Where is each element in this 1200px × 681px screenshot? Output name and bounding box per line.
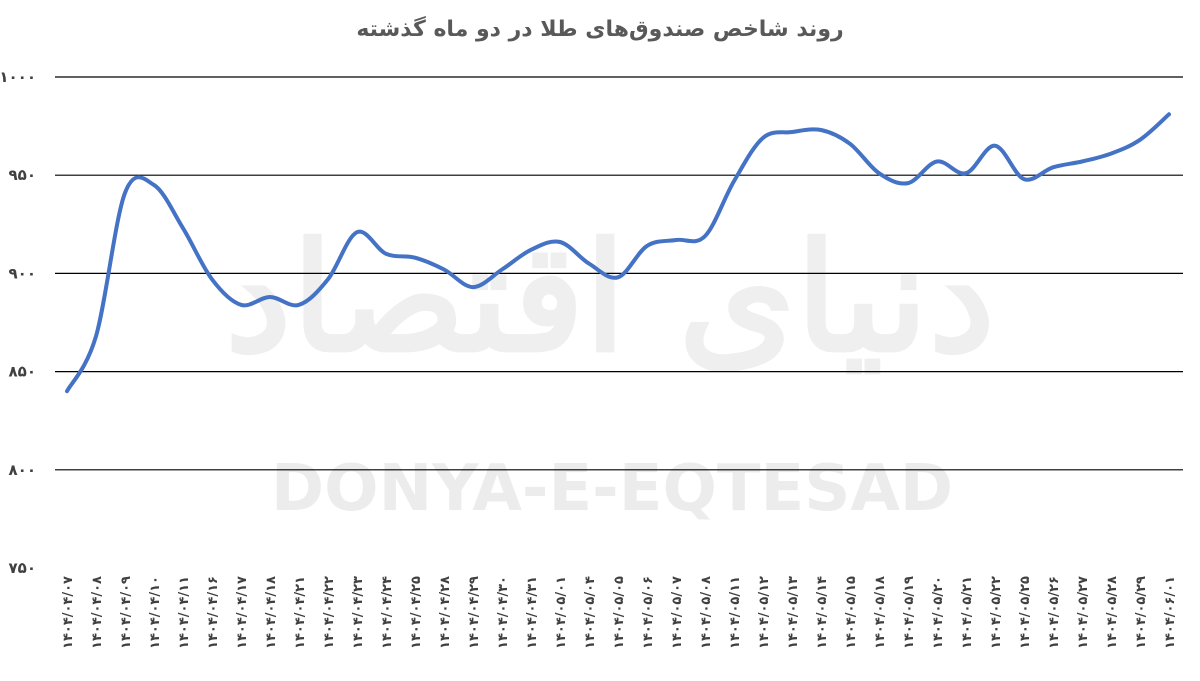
x-tick-label: ۱۴۰۴/۰۵/۰۷	[670, 576, 685, 649]
x-tick-label: ۱۴۰۴/۰۵/۲۷	[1076, 576, 1091, 649]
x-tick-label: ۱۴۰۴/۰۴/۲۱	[293, 576, 308, 649]
x-tick-label: ۱۴۰۴/۰۴/۱۷	[235, 576, 250, 649]
watermark-persian: دنیای اقتصاد	[225, 210, 995, 386]
x-tick-label: ۱۴۰۴/۰۴/۱۰	[148, 576, 163, 649]
x-tick-label: ۱۴۰۴/۰۴/۳۰	[496, 576, 511, 649]
x-tick-label: ۱۴۰۴/۰۵/۰۴	[583, 576, 598, 649]
x-tick-label: ۱۴۰۴/۰۵/۰۱	[554, 576, 569, 649]
y-tick-label: ۱۰۰۰	[0, 68, 36, 86]
y-tick-label: ۷۵۰	[9, 559, 36, 577]
x-tick-label: ۱۴۰۴/۰۵/۲۹	[1134, 576, 1149, 649]
x-tick-label: ۱۴۰۴/۰۴/۲۲	[322, 576, 337, 649]
x-tick-label: ۱۴۰۴/۰۴/۲۹	[467, 576, 482, 649]
x-tick-label: ۱۴۰۴/۰۴/۲۵	[409, 576, 424, 649]
gridlines	[55, 76, 1183, 471]
x-tick-label: ۱۴۰۴/۰۴/۲۸	[438, 576, 453, 649]
x-tick-label: ۱۴۰۴/۰۵/۲۱	[960, 576, 975, 649]
x-tick-label: ۱۴۰۴/۰۴/۰۷	[61, 576, 76, 649]
x-tick-label: ۱۴۰۴/۰۵/۲۸	[1105, 576, 1120, 649]
x-tick-label: ۱۴۰۴/۰۵/۲۰	[931, 576, 946, 649]
x-tick-label: ۱۴۰۴/۰۵/۱۴	[815, 576, 830, 649]
x-tick-label: ۱۴۰۴/۰۵/۰۸	[699, 576, 714, 649]
watermark: دنیای اقتصاد DONYA-E-EQTESAD	[225, 210, 995, 526]
x-tick-label: ۱۴۰۴/۰۴/۰۸	[90, 576, 105, 649]
x-tick-label: ۱۴۰۴/۰۵/۱۳	[786, 576, 801, 649]
y-axis-ticks: ۷۵۰ ۸۰۰ ۸۵۰ ۹۰۰ ۹۵۰ ۱۰۰۰	[0, 68, 36, 577]
x-tick-label: ۱۴۰۴/۰۵/۲۶	[1047, 576, 1062, 649]
x-tick-label: ۱۴۰۴/۰۵/۱۲	[757, 576, 772, 649]
x-tick-label: ۱۴۰۴/۰۵/۱۱	[728, 576, 743, 649]
x-axis-ticks: ۱۴۰۴/۰۴/۰۷ ۱۴۰۴/۰۴/۰۸ ۱۴۰۴/۰۴/۰۹ ۱۴۰۴/۰۴/۱۰…	[61, 576, 1178, 649]
y-tick-label: ۸۰۰	[9, 461, 36, 479]
x-tick-label: ۱۴۰۴/۰۴/۲۴	[380, 576, 395, 649]
x-tick-label: ۱۴۰۴/۰۴/۱۸	[264, 576, 279, 649]
watermark-latin: DONYA-E-EQTESAD	[271, 452, 953, 526]
x-tick-label: ۱۴۰۴/۰۴/۱۶	[206, 576, 221, 649]
x-tick-label: ۱۴۰۴/۰۵/۲۲	[989, 576, 1004, 649]
y-tick-label: ۹۵۰	[9, 166, 36, 184]
x-tick-label: ۱۴۰۴/۰۵/۱۹	[902, 576, 917, 649]
y-tick-label: ۸۵۰	[9, 363, 36, 381]
x-tick-label: ۱۴۰۴/۰۴/۰۹	[119, 576, 134, 649]
x-tick-label: ۱۴۰۴/۰۵/۱۵	[844, 576, 859, 649]
x-tick-label: ۱۴۰۴/۰۶/۰۱	[1163, 576, 1178, 649]
y-tick-label: ۹۰۰	[9, 264, 36, 282]
x-tick-label: ۱۴۰۴/۰۵/۲۵	[1018, 576, 1033, 649]
series-line	[65, 112, 1171, 394]
x-tick-label: ۱۴۰۴/۰۴/۲۳	[351, 576, 366, 649]
x-tick-label: ۱۴۰۴/۰۴/۱۱	[177, 576, 192, 649]
chart-title: روند شاخص صندوق‌های طلا در دو ماه گذشته	[356, 15, 843, 42]
x-tick-label: ۱۴۰۴/۰۵/۰۵	[612, 576, 627, 649]
x-tick-label: ۱۴۰۴/۰۵/۱۸	[873, 576, 888, 649]
x-tick-label: ۱۴۰۴/۰۵/۰۶	[641, 576, 656, 649]
x-tick-label: ۱۴۰۴/۰۴/۳۱	[525, 576, 540, 649]
